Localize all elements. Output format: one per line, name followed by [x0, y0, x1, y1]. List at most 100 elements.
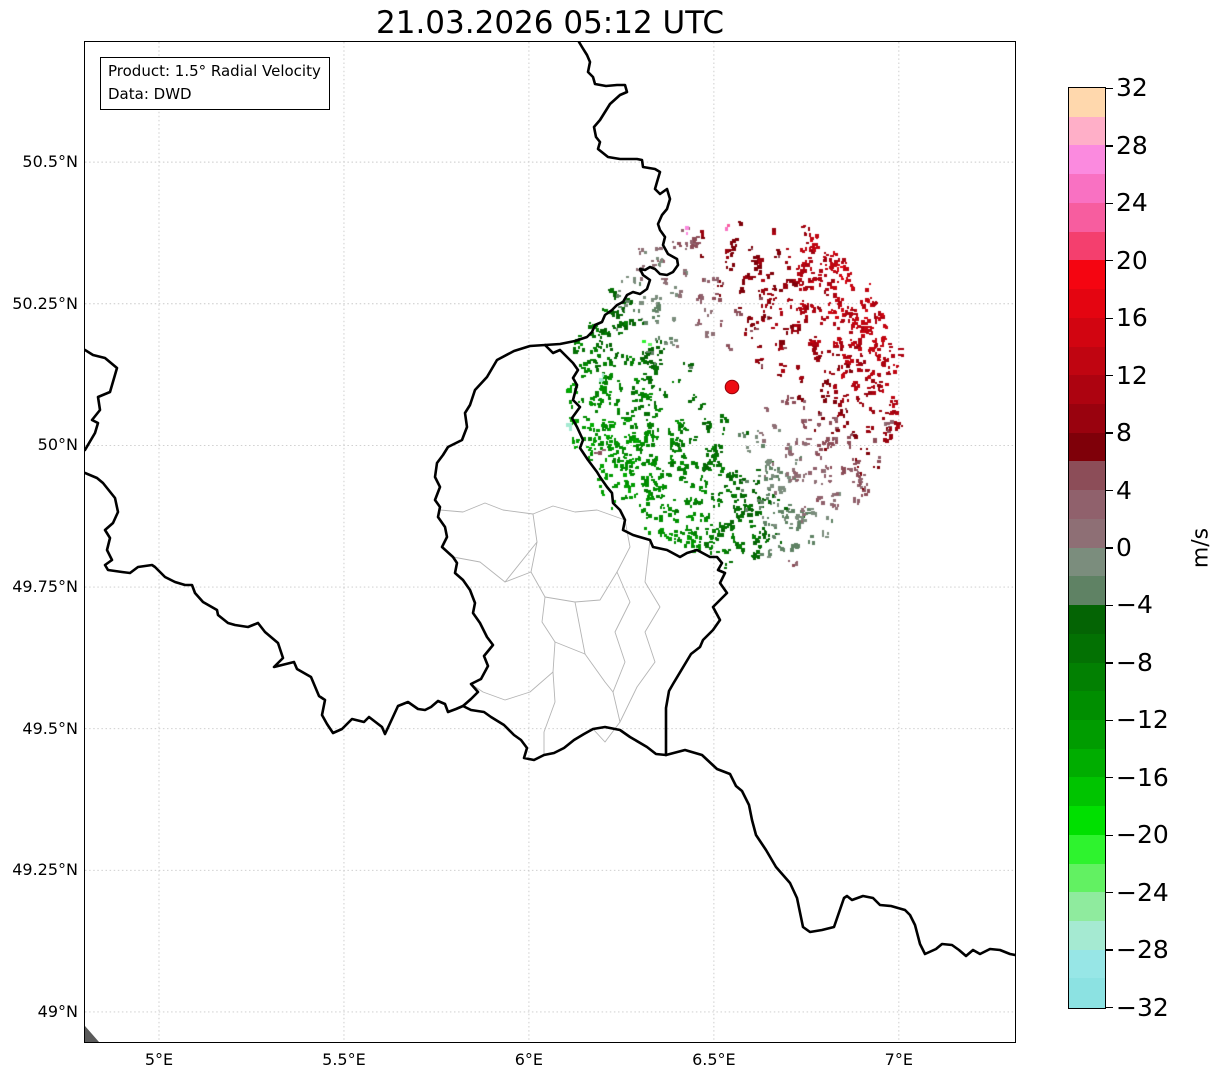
colorbar-tick [1106, 489, 1113, 492]
colorbar-tick-label: −12 [1116, 705, 1169, 735]
y-tick-label: 50.5°N [22, 152, 78, 172]
colorbar-tick-label: 4 [1116, 475, 1132, 505]
colorbar-tick [1106, 202, 1113, 204]
colorbar-tick-label: 32 [1116, 73, 1148, 103]
y-tick-label: 50°N [37, 435, 78, 455]
colorbar-tick [1106, 604, 1113, 607]
admin-boundary-line [574, 601, 586, 655]
colorbar-tick-label: −8 [1116, 647, 1153, 677]
colorbar-segment [1069, 605, 1105, 635]
colorbar-tick [1106, 892, 1113, 894]
y-tick-label: 49.5°N [22, 718, 78, 738]
colorbar-unit-label: m/s [1188, 527, 1214, 569]
admin-boundary-line [470, 671, 554, 701]
colorbar-segment [1069, 375, 1105, 405]
colorbar-segment [1069, 633, 1105, 664]
colorbar-tick [1106, 145, 1113, 147]
map-borders-layer [85, 42, 1015, 1042]
colorbar-segment [1069, 231, 1105, 261]
y-tick-label: 49.25°N [12, 860, 78, 880]
colorbar-tick-label: −20 [1116, 820, 1169, 850]
colorbar-tick-label: −24 [1116, 877, 1169, 907]
colorbar-tick-label: 8 [1116, 418, 1132, 448]
x-tick-label: 6°E [514, 1050, 544, 1069]
colorbar-tick [1106, 260, 1113, 262]
colorbar-tick-label: 0 [1116, 533, 1132, 562]
national-border-france-germany [664, 748, 1015, 958]
colorbar-segment [1069, 949, 1105, 980]
admin-boundary-line [544, 571, 618, 603]
info-data-line: Data: DWD [108, 84, 192, 103]
colorbar-tick-label: 16 [1116, 303, 1148, 333]
y-tick-label: 50.25°N [12, 293, 78, 313]
colorbar-tick [1106, 432, 1113, 434]
colorbar-segment [1069, 202, 1105, 233]
colorbar-tick-label: −4 [1116, 590, 1153, 620]
colorbar-segment [1069, 547, 1105, 577]
colorbar-segment [1069, 834, 1105, 865]
colorbar-segment [1069, 576, 1105, 606]
x-tick-label: 5°E [144, 1050, 174, 1069]
colorbar-segment [1069, 317, 1105, 348]
colorbar-segment [1069, 260, 1105, 290]
colorbar-segment [1069, 662, 1105, 692]
radar-site-marker [724, 379, 740, 395]
colorbar-tick-label: −28 [1116, 935, 1169, 965]
plot-area: Product: 1.5° Radial Velocity Data: DWD [85, 42, 1015, 1042]
x-tick-label: 5.5°E [322, 1050, 366, 1069]
colorbar-segment [1069, 116, 1105, 147]
colorbar-segment [1069, 892, 1105, 922]
colorbar-tick-label: 28 [1116, 130, 1148, 160]
colorbar-segment [1069, 289, 1105, 319]
colorbar-tick-label: −32 [1116, 992, 1169, 1022]
colorbar-tick-label: 24 [1116, 188, 1148, 218]
colorbar-segment [1069, 145, 1105, 175]
colorbar-tick [1106, 1006, 1113, 1009]
colorbar-segment [1069, 863, 1105, 893]
colorbar-tick-label: 12 [1116, 360, 1148, 390]
admin-boundary-line [619, 539, 661, 723]
national-border-france-belgium-west [85, 348, 119, 452]
admin-boundary-line [530, 513, 556, 756]
colorbar-tick-label: −16 [1116, 762, 1169, 792]
colorbar-tick [1106, 949, 1113, 951]
admin-boundary-line [592, 519, 631, 743]
colorbar-segment [1069, 403, 1105, 434]
colorbar-segment [1069, 921, 1105, 951]
colorbar-segment [1069, 432, 1105, 462]
colorbar-segment [1069, 174, 1105, 204]
colorbar-segment [1069, 719, 1105, 750]
national-border-belgium-germany [543, 42, 680, 347]
colorbar-tick [1106, 719, 1113, 722]
admin-boundary-line [504, 541, 538, 583]
colorbar-tick [1106, 547, 1113, 549]
colorbar-segment [1069, 777, 1105, 807]
colorbar-segment [1069, 748, 1105, 778]
colorbar-tick [1106, 777, 1113, 779]
map-corner-artifact [85, 1026, 99, 1042]
info-product-line: Product: 1.5° Radial Velocity [108, 62, 321, 80]
national-border-luxembourg [433, 343, 729, 762]
colorbar-tick [1106, 662, 1113, 664]
colorbar-segment [1069, 806, 1105, 836]
x-tick-label: 6.5°E [692, 1050, 736, 1069]
colorbar-segment [1069, 88, 1105, 118]
info-box: Product: 1.5° Radial Velocity Data: DWD [100, 57, 330, 110]
velocity-scatter-canvas [85, 42, 1015, 1042]
colorbar-segment [1069, 518, 1105, 549]
y-tick-label: 49°N [37, 1001, 78, 1021]
colorbar-segment [1069, 490, 1105, 520]
x-tick-label: 7°E [884, 1050, 913, 1069]
figure-title: 21.03.2026 05:12 UTC [376, 5, 724, 41]
admin-boundary-line [554, 641, 614, 693]
admin-boundary-line [452, 556, 532, 583]
admin-boundary-line [439, 502, 626, 521]
colorbar-tick-label: 20 [1116, 245, 1148, 275]
y-tick-label: 49.75°N [12, 577, 78, 597]
colorbar-tick [1106, 834, 1113, 836]
colorbar-tick [1106, 87, 1113, 90]
colorbar-segment [1069, 461, 1105, 491]
colorbar [1068, 87, 1106, 1009]
national-border-france-belgium [85, 471, 465, 736]
